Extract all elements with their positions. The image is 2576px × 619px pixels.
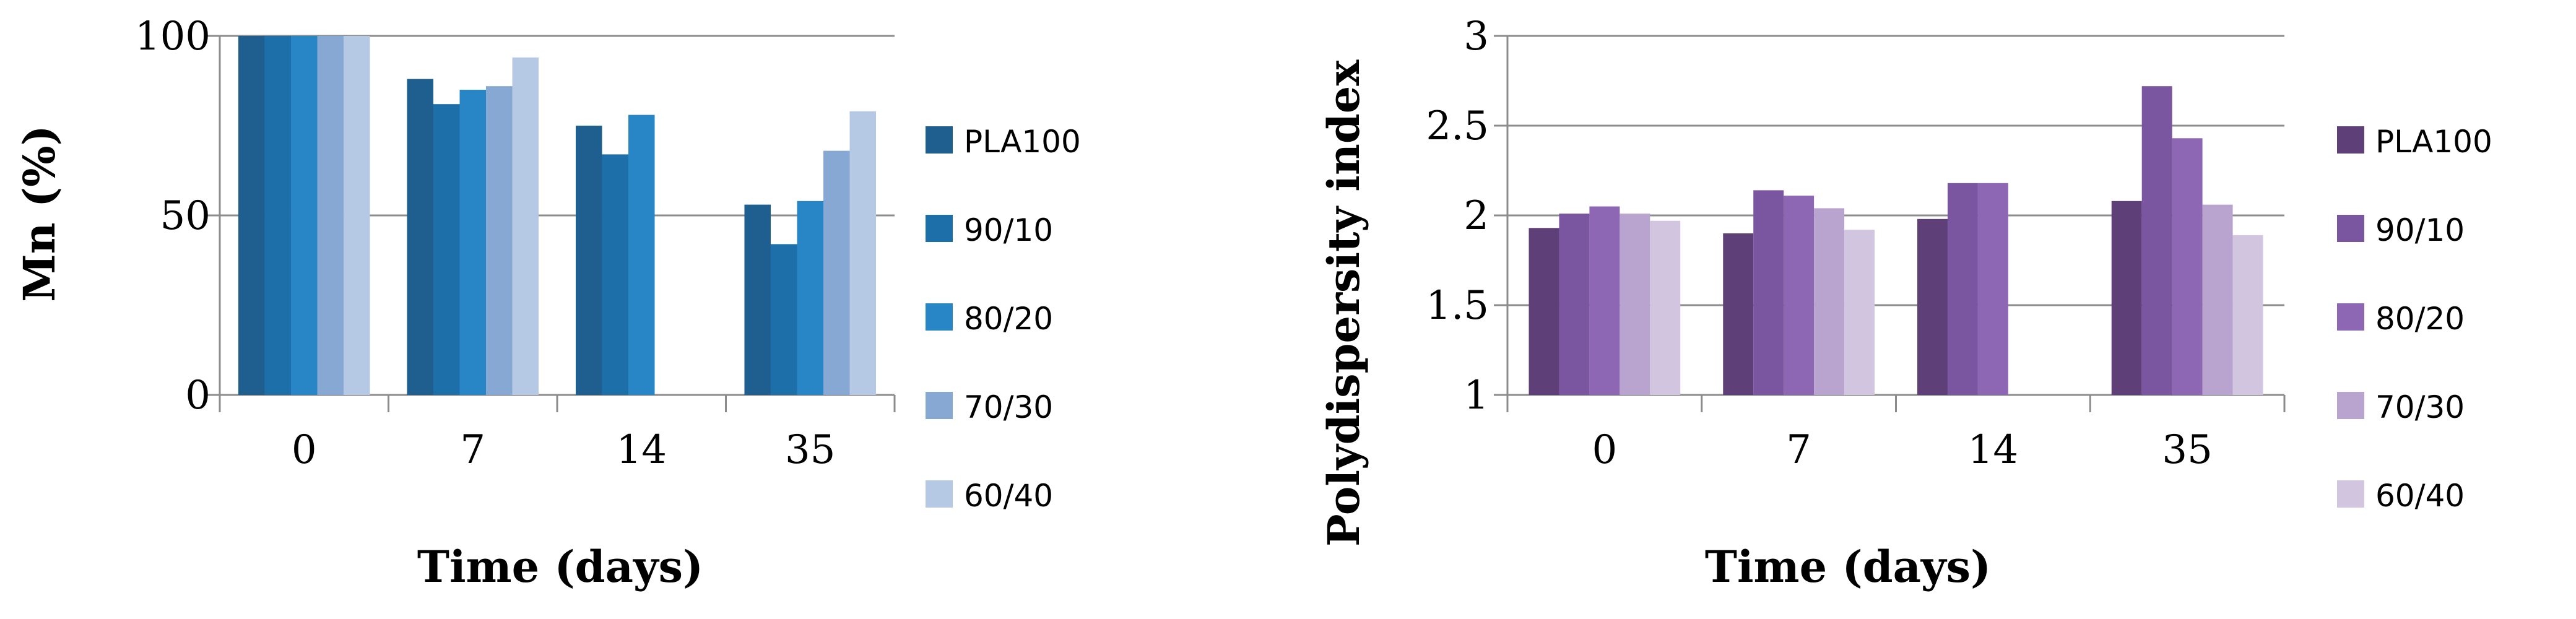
chart-1-bar (1977, 183, 2008, 395)
chart-0-bar (770, 244, 797, 395)
chart-1-bar (1947, 183, 1978, 395)
chart-1-legend-label: PLA100 (2375, 124, 2492, 160)
chart-0-x-axis-title: Time (days) (417, 541, 703, 592)
chart-0-legend-swatch (926, 215, 953, 242)
chart-1-bar (2232, 235, 2263, 395)
chart-1-bar (1620, 214, 1650, 395)
chart-1-x-tick-label: 0 (1592, 427, 1618, 473)
chart-0-legend-label: 60/40 (964, 478, 1053, 514)
chart-1-y-axis-title: Polydispersity index (1318, 59, 1369, 547)
chart-1-y-tick-label: 3 (1464, 14, 1489, 59)
chart-0-x-tick-label: 14 (617, 427, 667, 473)
chart-1-x-tick-label: 7 (1786, 427, 1811, 473)
chart-0-y-tick-label: 0 (185, 373, 210, 418)
chart-0-legend-label: 70/30 (964, 389, 1053, 425)
chart-1-bar (1723, 233, 1754, 395)
chart-1-y-tick-label: 1.5 (1426, 283, 1489, 329)
chart-0-bar (290, 36, 318, 395)
chart-1-bar (1529, 228, 1559, 395)
chart-1-x-tick-label: 14 (1968, 427, 2018, 473)
chart-1-bar (2111, 201, 2142, 395)
chart-0-bar (602, 154, 628, 395)
chart-0-bar (317, 36, 344, 395)
chart-0-bar (849, 111, 877, 396)
chart-1-legend-swatch (2337, 126, 2364, 154)
polydispersity-chart: Polydispersity index Time (days) 1 1.5 2 2.… (1318, 14, 2492, 592)
chart-1-y-tick-label: 2 (1464, 193, 1489, 239)
chart-0-x-tick-label: 0 (292, 427, 317, 473)
chart-1-bar (1784, 196, 1815, 395)
chart-1-legend-swatch (2337, 480, 2364, 508)
chart-0-bar (238, 36, 265, 395)
chart-1-legend-swatch (2337, 215, 2364, 242)
chart-1-bar (1589, 206, 1620, 395)
chart-1-legend-swatch (2337, 303, 2364, 331)
chart-0-legend-swatch (926, 303, 953, 331)
chart-0-legend-swatch (926, 480, 953, 508)
chart-0-bar (264, 36, 291, 395)
chart-1-x-axis-title: Time (days) (1705, 541, 1991, 592)
chart-0-y-tick-label: 50 (160, 193, 210, 239)
mn-chart: Mn (%) Time (days) 0 50 100 0 7 14 35 PLA100 90/… (14, 14, 1081, 592)
chart-0-bar (575, 126, 602, 395)
chart-0-bar (407, 79, 433, 395)
chart-0-bar (797, 201, 824, 395)
chart-0-y-axis-title: Mn (%) (14, 125, 65, 302)
chart-0-bar (344, 36, 370, 395)
chart-0-bar (512, 57, 539, 396)
chart-1-y-tick-label: 1 (1464, 373, 1489, 418)
chart-0-bar (628, 115, 655, 395)
chart-0-bar (744, 204, 771, 395)
chart-0-bar (823, 150, 850, 395)
chart-1-bar (1917, 219, 1948, 395)
chart-0-bar (433, 104, 460, 395)
chart-1-bar (1753, 190, 1784, 395)
chart-1-bar (1650, 220, 1681, 395)
chart-1-bar (2172, 138, 2203, 396)
chart-1-bar (1814, 208, 1845, 395)
chart-0-legend-label: 80/20 (964, 301, 1053, 337)
chart-1-legend-label: 70/30 (2375, 389, 2465, 425)
chart-1-bar (1844, 230, 1875, 395)
chart-1-bar (1559, 214, 1590, 395)
chart-0-legend-label: PLA100 (964, 124, 1081, 160)
chart-0-x-tick-label: 7 (460, 427, 485, 473)
chart-1-x-tick-label: 35 (2162, 427, 2212, 473)
chart-0-x-tick-label: 35 (785, 427, 835, 473)
chart-0-legend-swatch (926, 126, 953, 154)
chart-0-y-tick-label: 100 (135, 14, 210, 59)
chart-1-legend-label: 80/20 (2375, 301, 2465, 337)
chart-1-legend-label: 90/10 (2375, 212, 2465, 248)
chart-1-bar (2202, 204, 2233, 395)
chart-0-bar (459, 90, 487, 395)
chart-0-legend-swatch (926, 392, 953, 419)
chart-0-bar (486, 86, 513, 395)
chart-1-bar (2141, 86, 2172, 395)
chart-0-legend-label: 90/10 (964, 212, 1053, 248)
chart-1-y-tick-label: 2.5 (1426, 103, 1489, 149)
chart-1-legend-swatch (2337, 392, 2364, 419)
chart-1-legend-label: 60/40 (2375, 478, 2465, 514)
